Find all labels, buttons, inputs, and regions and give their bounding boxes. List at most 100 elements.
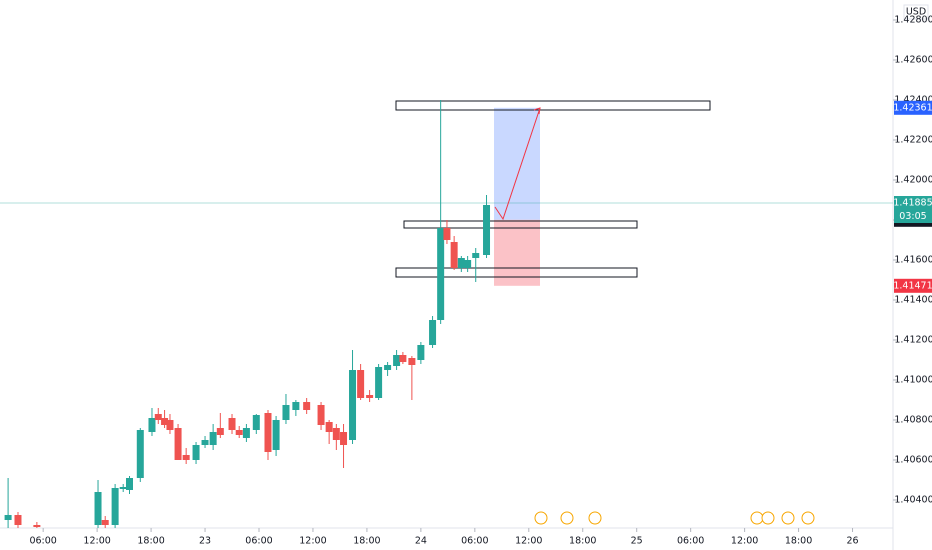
- candle-body: [399, 355, 407, 362]
- x-tick-label: 12:00: [83, 536, 110, 547]
- candle-body: [366, 395, 374, 398]
- stop-zone: [494, 219, 540, 286]
- candle-body: [192, 445, 200, 460]
- candle-body: [235, 430, 243, 435]
- x-tick-label: 06:00: [245, 536, 272, 547]
- candle-body: [14, 515, 22, 525]
- x-tick-label: 18:00: [785, 536, 812, 547]
- candle-body: [4, 515, 12, 520]
- candle-body: [201, 440, 209, 445]
- candle-body: [166, 420, 174, 430]
- candle-body: [242, 428, 250, 438]
- candle-body: [174, 428, 182, 460]
- zone-box: [395, 100, 711, 111]
- event-icon: [761, 511, 775, 525]
- candle-body: [252, 415, 260, 430]
- candle-body: [111, 488, 119, 525]
- currency-box: [903, 4, 929, 20]
- candle-body: [216, 428, 224, 435]
- candle-body: [464, 260, 472, 268]
- candle-body: [450, 242, 458, 268]
- y-tick-label: 1.42200: [894, 135, 932, 146]
- candle-body: [417, 345, 425, 360]
- currency-label: USD: [906, 7, 926, 18]
- zone-box: [395, 267, 638, 278]
- x-tick-label: 12:00: [515, 536, 542, 547]
- price-label: 1.42361: [893, 102, 932, 113]
- candle-body: [148, 418, 156, 432]
- candle-body: [136, 430, 144, 478]
- x-tick-label: 06:00: [461, 536, 488, 547]
- event-icon: [560, 511, 574, 525]
- candle-body: [443, 228, 451, 240]
- candle-body: [472, 253, 480, 258]
- price-label-box: [894, 196, 932, 210]
- candle-body: [332, 428, 340, 440]
- price-label: 1.41471: [893, 280, 932, 291]
- candle-body: [325, 422, 333, 432]
- price-label-box: [894, 100, 932, 115]
- y-tick-label: 1.40800: [894, 415, 932, 426]
- candle-body: [408, 358, 416, 365]
- y-tick-label: 1.41000: [894, 375, 932, 386]
- candle-body: [292, 402, 300, 410]
- y-tick-label: 1.41400: [894, 295, 932, 306]
- y-tick-label: 1.40400: [894, 495, 932, 506]
- candle-body: [384, 365, 392, 370]
- event-icon: [588, 511, 602, 525]
- candle-body: [264, 413, 272, 452]
- candle-body: [119, 487, 127, 489]
- candle-body: [33, 525, 41, 527]
- candle-body: [101, 520, 109, 525]
- candle-body: [393, 355, 401, 366]
- x-tick-label: 18:00: [137, 536, 164, 547]
- x-tick-label: 18:00: [353, 536, 380, 547]
- candle-body: [303, 402, 311, 410]
- candle-body: [125, 478, 133, 490]
- x-tick-label: 25: [631, 536, 643, 547]
- candle-body: [94, 492, 102, 525]
- y-tick-label: 1.40600: [894, 455, 932, 466]
- candle-body: [375, 367, 383, 398]
- drawings: [395, 100, 711, 278]
- arrow-head: [533, 107, 541, 115]
- candle-body: [317, 405, 325, 425]
- x-tick-label: 06:00: [677, 536, 704, 547]
- candle-body: [154, 414, 162, 420]
- candle-body: [457, 258, 465, 268]
- price-label-box: [894, 278, 932, 293]
- x-tick-label: 12:00: [299, 536, 326, 547]
- price-label: 1.41885: [893, 198, 932, 209]
- zone-box: [403, 220, 638, 229]
- candle-body: [209, 432, 217, 445]
- x-tick-label: 23: [199, 536, 211, 547]
- y-tick-label: 1.42800: [894, 15, 932, 26]
- candle-body: [228, 418, 236, 430]
- event-icon: [781, 511, 795, 525]
- candle-body: [282, 405, 290, 420]
- countdown: 03:05: [899, 211, 926, 222]
- projection-arrow: [494, 107, 541, 221]
- countdown-box: [894, 210, 932, 223]
- x-tick-label: 06:00: [29, 536, 56, 547]
- event-icons: [534, 511, 815, 525]
- y-tick-label: 1.41600: [894, 255, 932, 266]
- candle-body: [429, 320, 437, 345]
- candle-body: [161, 418, 169, 425]
- target-zone: [494, 107, 540, 220]
- x-tick-label: 26: [846, 536, 858, 547]
- position: [494, 107, 540, 286]
- y-tick-label: 1.42400: [894, 95, 932, 106]
- x-tick-label: 18:00: [569, 536, 596, 547]
- event-icon: [750, 511, 764, 525]
- event-icon: [534, 511, 548, 525]
- y-tick-label: 1.41200: [894, 335, 932, 346]
- event-icon: [801, 511, 815, 525]
- x-tick-label: 24: [415, 536, 427, 547]
- y-tick-label: 1.42600: [894, 55, 932, 66]
- candle-body: [357, 370, 365, 398]
- x-tick-label: 12:00: [731, 536, 758, 547]
- candle-body: [437, 228, 445, 320]
- candle-body: [340, 432, 348, 445]
